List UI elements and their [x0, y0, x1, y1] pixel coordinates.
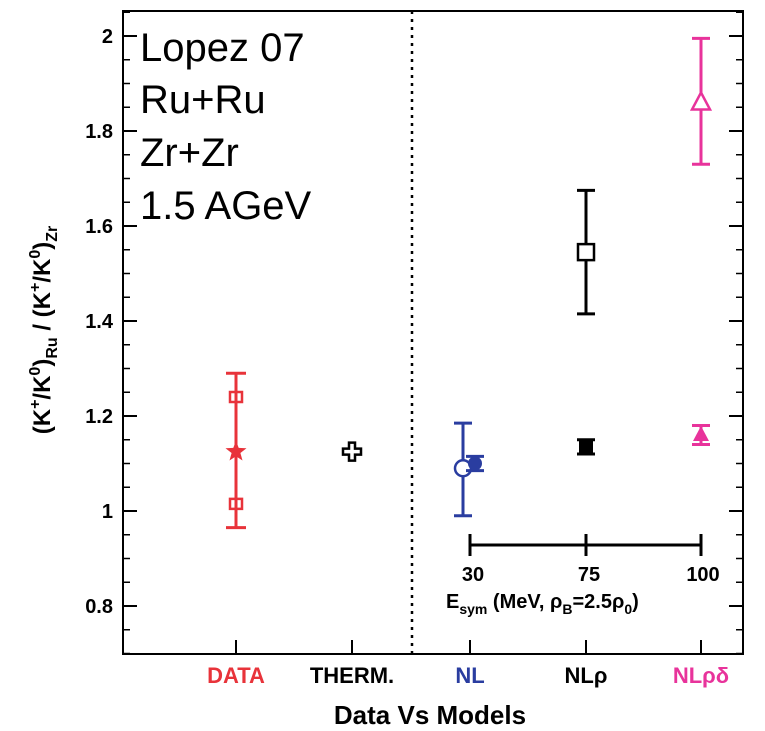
inset-tick-label: 75 [578, 564, 600, 586]
inset-tick-label: 100 [686, 564, 719, 586]
y-tick-label: 1.8 [85, 121, 113, 143]
x-category-label: NL [455, 663, 484, 688]
plot-frame [122, 10, 744, 655]
marker-star [225, 440, 247, 461]
x-category-label: NLρδ [673, 663, 729, 688]
y-tick-label: 1.6 [85, 216, 113, 238]
y-tick-label: 0.8 [85, 596, 113, 618]
marker-circle-filled [468, 456, 482, 471]
y-tick-label: 1.2 [85, 406, 113, 428]
annotation-block: Lopez 07 Ru+Ru Zr+Zr 1.5 AGeV [140, 26, 312, 228]
annotation-line-1: Lopez 07 [140, 26, 305, 70]
syst-error-cap [228, 390, 244, 404]
marker-square-open [576, 242, 596, 262]
y-tick-label: 1.4 [85, 311, 114, 333]
annotation-line-2: Ru+Ru [140, 78, 266, 122]
marker-triangle-open [689, 89, 713, 111]
marker-cross-open [341, 441, 363, 462]
inset-axis: 30 75 100 Esym (MeV, ρB=2.5ρ0) [446, 534, 720, 617]
y-tick-label: 2 [102, 26, 113, 48]
marker-triangle-filled [693, 426, 709, 441]
x-categories: DATA THERM. NL NLρ NLρδ [207, 640, 729, 688]
data-points [225, 36, 713, 530]
syst-error-cap [228, 497, 244, 511]
x-category-label: DATA [207, 663, 265, 688]
annotation-line-3: Zr+Zr [140, 131, 239, 175]
x-category-label: THERM. [310, 663, 394, 688]
x-axis-title: Data Vs Models [334, 700, 526, 730]
x-category-label: NLρ [565, 663, 608, 688]
y-axis-title: (K+/K0)Ru / (K+/K0)Zr [27, 226, 61, 434]
inset-tick-label: 30 [462, 564, 484, 586]
y-tick-label: 1 [102, 501, 113, 523]
annotation-line-4: 1.5 AGeV [140, 184, 312, 228]
y-axis: 0.8 1 1.2 1.4 1.6 1.8 2 [85, 11, 743, 655]
inset-axis-label: Esym (MeV, ρB=2.5ρ0) [446, 591, 639, 617]
marker-square-filled [579, 439, 593, 454]
